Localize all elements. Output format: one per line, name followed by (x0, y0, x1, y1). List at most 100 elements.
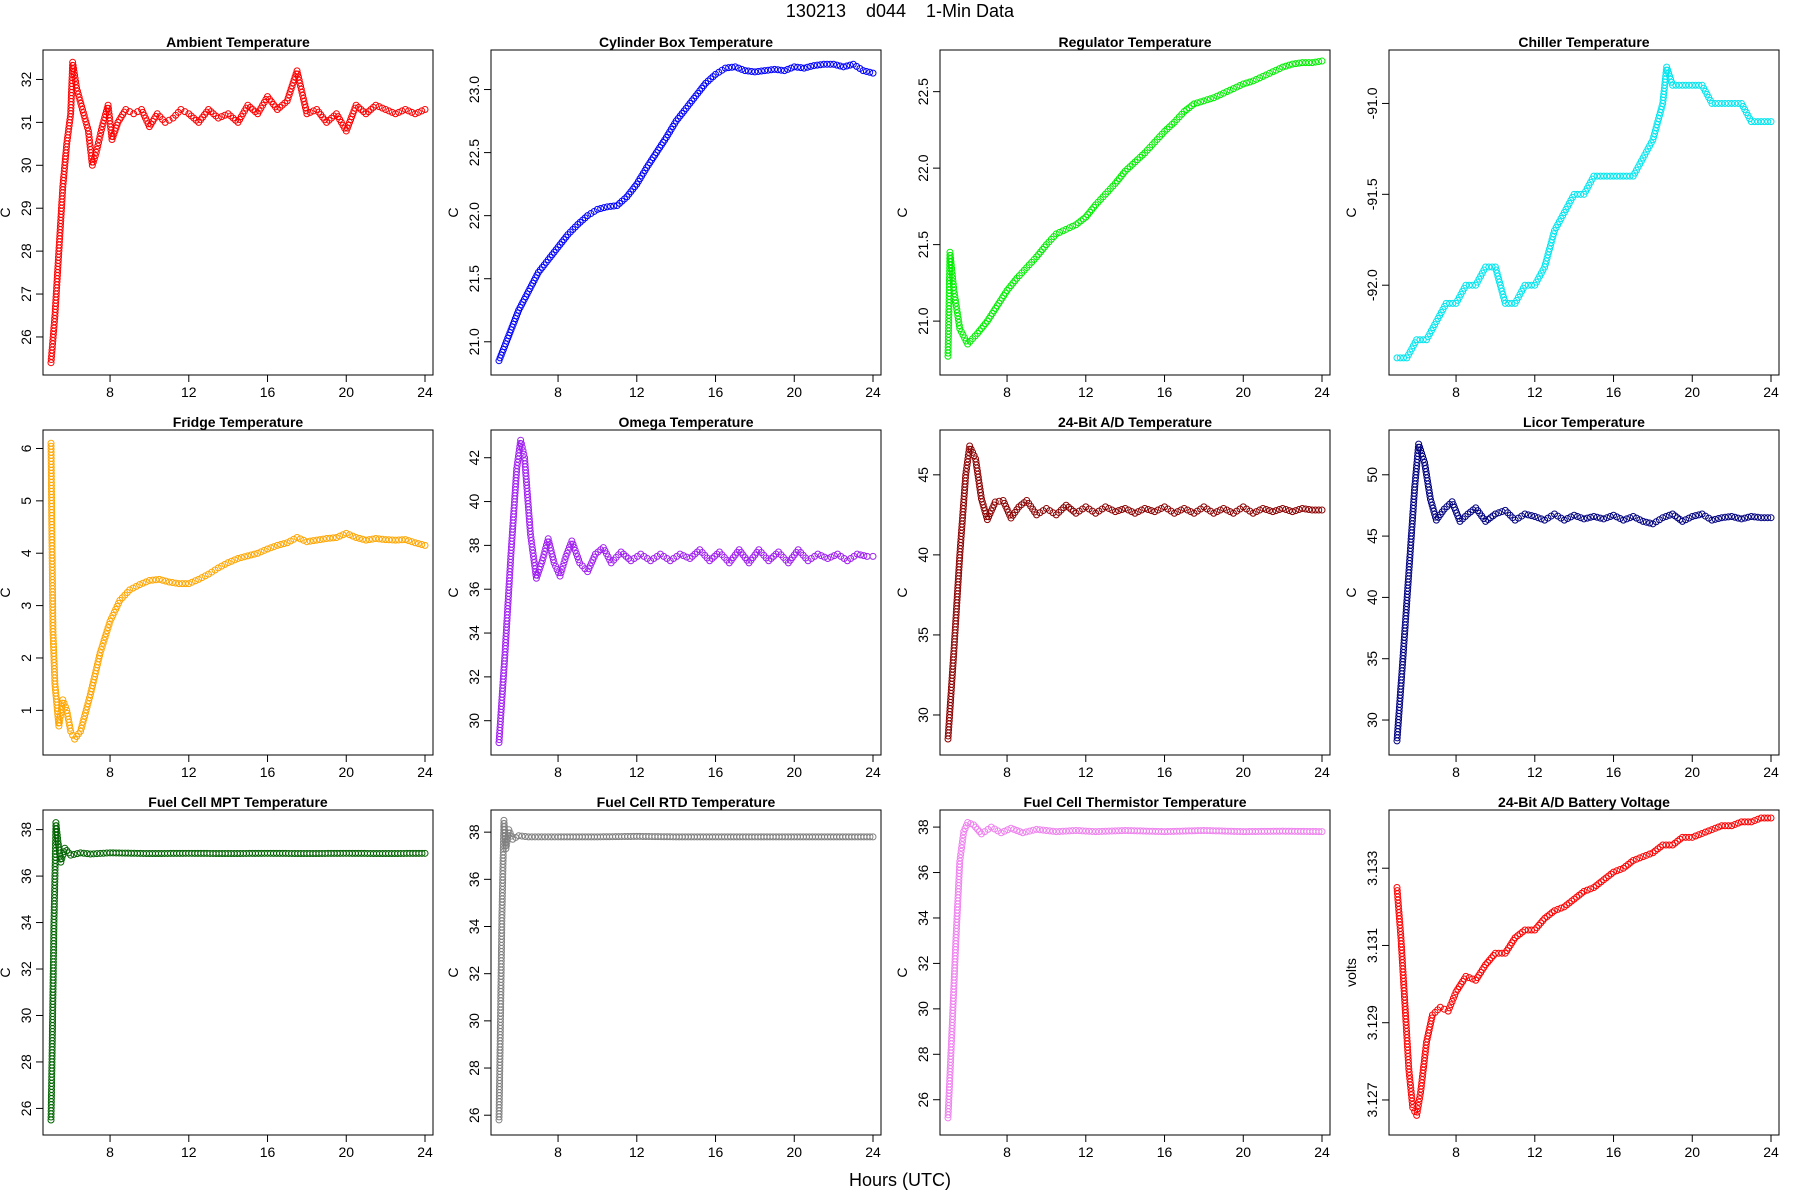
data-point (372, 535, 380, 543)
data-point (1416, 1092, 1424, 1100)
data-point (95, 136, 103, 144)
data-point (96, 849, 104, 857)
data-point (1590, 512, 1598, 520)
data-point (1754, 513, 1762, 521)
data-point (71, 71, 79, 79)
data-point (286, 88, 294, 96)
data-point (104, 624, 112, 632)
data-point (408, 538, 416, 546)
x-tick-label: 8 (554, 1144, 562, 1160)
data-point (99, 120, 107, 128)
data-point (1259, 504, 1267, 512)
y-tick-label: 30 (466, 713, 482, 729)
y-axis-label: C (1343, 587, 1359, 597)
data-point (1629, 512, 1637, 520)
data-point (1632, 855, 1640, 863)
data-point (185, 580, 193, 588)
y-tick-label: 26 (18, 329, 34, 345)
y-tick-label: 38 (915, 819, 931, 835)
data-point (1233, 83, 1241, 91)
x-tick-label: 12 (1078, 764, 1094, 780)
data-point (97, 126, 105, 134)
data-point (1669, 81, 1677, 89)
data-point (515, 832, 523, 840)
data-point (1229, 85, 1237, 93)
chart-panel-6: Omega Temperature C 8 12 16 20 24 30 32 34 36 38 40 4… (445, 414, 882, 780)
data-point (748, 67, 756, 75)
plot-frame (42, 429, 434, 756)
data-point (1203, 96, 1211, 104)
data-point (1144, 506, 1152, 514)
data-point (521, 832, 529, 840)
data-point (300, 536, 308, 544)
data-point (1659, 514, 1667, 522)
data-point (1465, 281, 1473, 289)
data-point (790, 63, 798, 71)
data-point (1711, 99, 1719, 107)
data-point (1396, 354, 1404, 362)
data-point (771, 65, 779, 73)
data-point (1623, 172, 1631, 180)
data-point (1550, 230, 1558, 238)
data-point (966, 442, 974, 450)
y-tick-label: 26 (915, 1092, 931, 1108)
data-point (1616, 866, 1624, 873)
data-point (1711, 824, 1719, 832)
data-point (1715, 823, 1723, 831)
data-point (97, 129, 105, 137)
data-point (1239, 80, 1247, 88)
data-point (797, 64, 805, 72)
data-point (1082, 827, 1090, 835)
data-point (421, 106, 429, 113)
data-point (518, 832, 526, 840)
y-tick-label: 23.0 (466, 76, 482, 103)
data-point (1600, 515, 1608, 523)
data-point (843, 62, 851, 70)
data-point (1708, 516, 1716, 524)
data-point (352, 534, 360, 542)
data-point (1033, 825, 1041, 833)
data-point (1124, 506, 1132, 514)
data-point (525, 833, 533, 841)
data-point (1613, 172, 1621, 180)
data-point (1444, 1007, 1452, 1015)
data-point (572, 550, 580, 558)
data-point (1708, 99, 1716, 107)
data-point (540, 550, 548, 558)
data-point (1200, 97, 1208, 105)
data-point (342, 529, 350, 537)
data-point (1619, 516, 1627, 524)
data-point (1318, 828, 1326, 836)
x-tick-label: 24 (865, 384, 881, 400)
data-point (1535, 921, 1543, 929)
data-point (958, 841, 966, 849)
data-point (679, 552, 687, 560)
data-point (1213, 508, 1221, 516)
data-point (1757, 514, 1765, 522)
data-point (72, 78, 80, 86)
data-point (182, 580, 190, 588)
data-point (563, 549, 571, 557)
data-point (91, 152, 99, 160)
data-point (1678, 81, 1686, 89)
data-point (78, 106, 86, 113)
data-point (385, 536, 393, 544)
data-point (754, 67, 762, 75)
data-point (857, 551, 865, 559)
data-point (774, 66, 782, 74)
data-point (1262, 71, 1270, 79)
data-point (1266, 69, 1274, 77)
data-point (550, 559, 558, 567)
data-point (1636, 854, 1644, 862)
data-point (728, 63, 736, 71)
x-tick-label: 16 (1157, 1144, 1173, 1160)
data-point (830, 60, 838, 68)
x-tick-label: 24 (417, 764, 433, 780)
data-point (1256, 74, 1264, 82)
chart-title: Regulator Temperature (1059, 34, 1212, 50)
y-tick-label: 30 (18, 1007, 34, 1023)
data-point (1678, 517, 1686, 525)
data-point (346, 531, 354, 539)
x-tick-label: 8 (106, 1144, 114, 1160)
data-point (1285, 61, 1293, 69)
